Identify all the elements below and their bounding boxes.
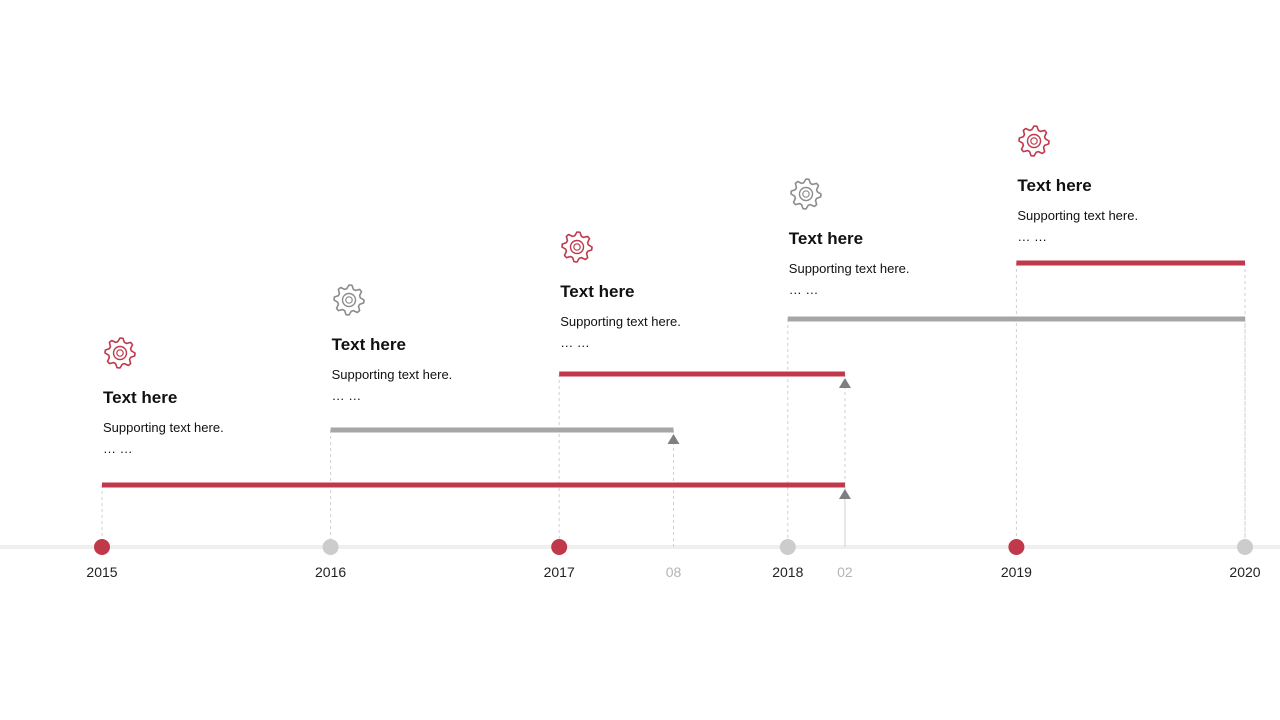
year-label-2015: 2015 xyxy=(86,564,118,580)
gear-icon xyxy=(560,230,594,264)
milestone-supporting-text: Supporting text here. xyxy=(331,367,453,382)
milestone-title: Text here xyxy=(331,335,406,354)
gear-icon xyxy=(1017,124,1051,158)
month-label-08: 08 xyxy=(665,564,682,580)
milestone-card-2: Text here Supporting text here. … … xyxy=(332,283,542,403)
end-arrow-marker xyxy=(667,434,680,444)
year-label-2016: 2016 xyxy=(315,564,347,580)
milestone-card-4: Text here Supporting text here. … … xyxy=(789,177,999,297)
year-marker-2019 xyxy=(1008,539,1025,555)
milestone-card-3: Text here Supporting text here. … … xyxy=(560,230,770,350)
year-label-2018: 2018 xyxy=(772,564,804,580)
milestone-supporting-text: Supporting text here. xyxy=(560,314,681,329)
year-marker-2018 xyxy=(779,539,796,555)
milestone-title: Text here xyxy=(103,388,178,407)
milestone-title: Text here xyxy=(788,229,864,248)
milestone-supporting-text: Supporting text here. xyxy=(103,420,224,435)
milestone-title: Text here xyxy=(560,282,635,301)
end-arrow-marker xyxy=(838,378,851,388)
milestone-card-5: Text here Supporting text here. … … xyxy=(1017,124,1227,244)
milestone-ellipsis: … … xyxy=(788,282,819,297)
year-marker-2016 xyxy=(322,539,339,555)
milestone-ellipsis: … … xyxy=(331,388,362,403)
milestone-card-1: Text here Supporting text here. … … xyxy=(103,336,313,456)
gear-icon xyxy=(103,336,137,370)
milestone-supporting-text: Supporting text here. xyxy=(1017,208,1139,223)
milestone-ellipsis: … … xyxy=(560,335,590,350)
milestone-title: Text here xyxy=(1017,176,1092,195)
year-label-2020: 2020 xyxy=(1229,564,1261,580)
gear-icon xyxy=(789,177,823,211)
milestone-supporting-text: Supporting text here. xyxy=(788,261,910,276)
milestone-ellipsis: … … xyxy=(1017,229,1048,244)
end-arrow-marker xyxy=(838,489,851,499)
milestone-ellipsis: … … xyxy=(103,441,133,456)
gear-icon xyxy=(332,283,366,317)
year-marker-2015 xyxy=(94,539,110,555)
year-marker-2020 xyxy=(1237,539,1253,555)
year-marker-2017 xyxy=(551,539,568,555)
year-label-2017: 2017 xyxy=(543,564,575,580)
month-label-02: 02 xyxy=(837,564,853,580)
year-label-2019: 2019 xyxy=(1000,564,1032,580)
